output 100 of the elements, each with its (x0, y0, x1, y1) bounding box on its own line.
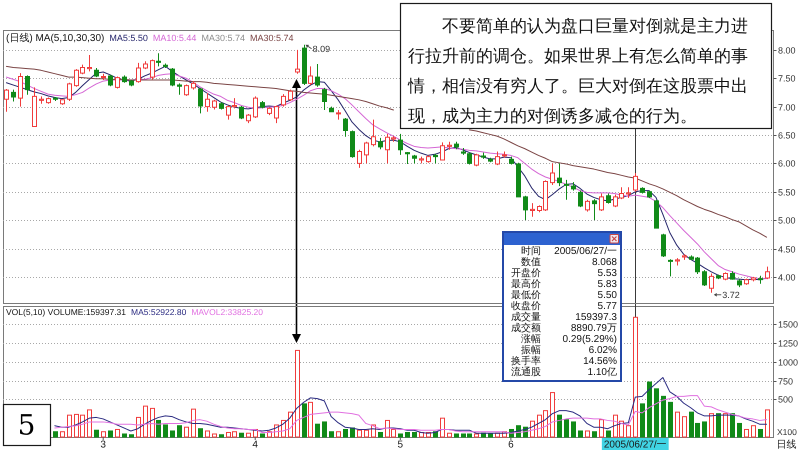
candlestick (661, 233, 666, 258)
candlestick (122, 74, 127, 84)
annotation: 8890.79万 (570, 323, 617, 334)
bar (122, 433, 127, 438)
bar (730, 413, 735, 438)
candlestick (281, 94, 286, 108)
bar (191, 408, 196, 438)
candlestick (682, 254, 687, 260)
y-tick-label: 8.00 (778, 46, 796, 56)
bar (592, 431, 597, 438)
y-tick-label: 500 (778, 394, 794, 404)
y-tick-label: 4.00 (778, 272, 796, 282)
candlestick (191, 80, 196, 90)
bar (550, 392, 555, 438)
annotation: 成交额 (511, 322, 541, 334)
candlestick (101, 73, 106, 80)
line-series (54, 377, 768, 434)
bar (557, 414, 562, 438)
candlestick (239, 106, 244, 120)
bar (170, 430, 175, 438)
candlestick (765, 266, 770, 280)
bar (440, 418, 445, 438)
text: MA5:5.50 (109, 33, 148, 43)
candlestick (364, 141, 369, 164)
candlestick (343, 117, 348, 138)
x-tick-label: 6 (508, 440, 514, 450)
bar (239, 432, 244, 438)
x-axis-title: 日线 (776, 438, 796, 450)
candlestick (357, 149, 362, 168)
bar (474, 433, 479, 438)
candlestick (274, 104, 279, 124)
candlestick (716, 274, 721, 280)
bar (765, 409, 770, 438)
annotation: 0.29(5.29%) (562, 334, 617, 345)
candlestick (502, 150, 507, 158)
y-tick-label: 6.00 (778, 158, 796, 168)
candlestick (433, 153, 438, 164)
candlestick (150, 59, 155, 80)
annotation: 5.83 (598, 279, 618, 290)
candlestick (709, 272, 714, 294)
text: MA30:5.74 (250, 33, 294, 43)
candlestick (260, 100, 265, 109)
annotation: 8.068 (592, 257, 618, 268)
bar (129, 434, 134, 438)
bar (723, 413, 728, 438)
candlestick (737, 278, 742, 288)
bar (647, 382, 652, 438)
bar (564, 419, 569, 438)
candlestick (25, 74, 30, 96)
annotation: 8.09 (312, 44, 330, 54)
candlestick (647, 190, 652, 198)
annotation: 2005/06/27/一 (554, 246, 617, 257)
candlestick (184, 84, 189, 96)
annotation: 最高价 (511, 278, 541, 290)
y-tick-label: 1000 (778, 358, 798, 368)
bar (156, 420, 161, 438)
bar (94, 430, 99, 438)
y-tick-label: 7.00 (778, 102, 796, 112)
candlestick (67, 82, 72, 102)
candlestick (308, 66, 313, 86)
legend-label: MA30:5.74 (201, 33, 245, 43)
bar (101, 431, 106, 438)
line-series (54, 395, 768, 434)
x-tick-label: 5 (398, 440, 404, 450)
bar (661, 396, 666, 438)
candlestick (205, 92, 210, 112)
candlestick (18, 72, 23, 108)
bar (150, 408, 155, 438)
candlestick (11, 89, 16, 102)
bar (744, 428, 749, 438)
candlestick (246, 114, 251, 124)
annotation: 14.56% (583, 356, 618, 367)
bar (246, 432, 251, 438)
y-tick-label: 6.50 (778, 130, 796, 140)
bar (716, 413, 721, 438)
bar (336, 431, 341, 438)
bar (378, 432, 383, 438)
candlestick (571, 182, 576, 192)
annotation: 5.53 (598, 268, 618, 279)
bar (315, 424, 320, 438)
candlestick (329, 106, 334, 113)
chart-title: VOL(5,10) VOLUME:159397.31 (6, 307, 126, 317)
candlestick (509, 156, 514, 166)
candlestick (32, 86, 37, 127)
bar (308, 402, 313, 438)
candlestick (4, 88, 9, 112)
annotation: 开盘价 (511, 267, 541, 279)
y-axis-title: X100 (777, 427, 798, 437)
candlestick (170, 68, 175, 87)
candlestick (315, 64, 320, 88)
text: MAVOL2:33825.20 (191, 307, 264, 317)
bar (599, 419, 604, 438)
y-tick-label: 750 (778, 376, 794, 386)
annotation: 时间 (521, 245, 541, 257)
y-tick-label: 7.50 (778, 74, 796, 84)
bar (205, 430, 210, 438)
annotation: 流通股 (511, 366, 541, 378)
candlestick (481, 152, 486, 160)
bar (758, 428, 763, 438)
candlestick (426, 154, 431, 164)
